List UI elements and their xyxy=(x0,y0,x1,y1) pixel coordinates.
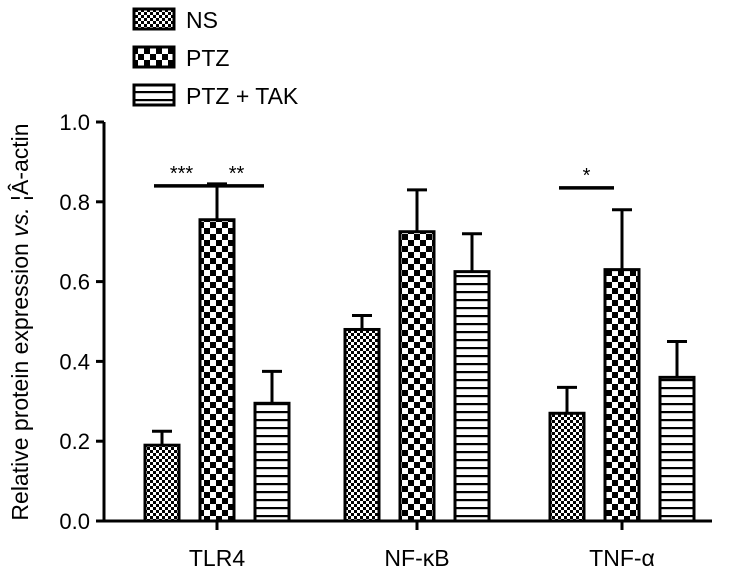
legend-swatch xyxy=(132,83,176,107)
bar xyxy=(143,443,181,523)
bar xyxy=(548,411,586,523)
legend-label: PTZ xyxy=(186,45,229,71)
y-axis-label: Relative protein expression vs. ¦Â-actin xyxy=(7,123,33,520)
y-tick-label: 0.8 xyxy=(59,190,90,215)
axes: 0.0 0.2 0.4 0.6 0.8 1.0 TLR4 NF-κB TNF-α xyxy=(59,110,712,571)
legend: NS PTZ PTZ + TAK xyxy=(132,7,299,109)
x-tick-label: TLR4 xyxy=(189,545,245,571)
y-tick-label: 0.6 xyxy=(59,270,90,295)
bar xyxy=(343,327,381,523)
significance-label: ** xyxy=(229,163,245,185)
legend-label: PTZ + TAK xyxy=(186,83,299,109)
y-tick-label: 1.0 xyxy=(59,110,90,135)
x-tick-label: TNF-α xyxy=(589,545,655,571)
legend-label: NS xyxy=(186,7,218,33)
bar xyxy=(253,401,291,523)
y-tick-label: 0.4 xyxy=(59,349,90,374)
legend-swatch xyxy=(132,7,176,31)
bar xyxy=(658,375,696,523)
bars-group xyxy=(143,182,696,523)
y-tick-label: 0.2 xyxy=(59,429,90,454)
bar xyxy=(398,230,436,523)
bar xyxy=(603,268,641,523)
legend-swatch xyxy=(132,45,176,69)
bar xyxy=(453,270,491,523)
bar xyxy=(198,218,236,523)
y-tick-label: 0.0 xyxy=(59,509,90,534)
significance-label: *** xyxy=(170,163,194,185)
x-tick-label: NF-κB xyxy=(384,545,449,571)
significance-label: * xyxy=(583,165,591,187)
significance-group: *** ** * xyxy=(154,163,614,190)
